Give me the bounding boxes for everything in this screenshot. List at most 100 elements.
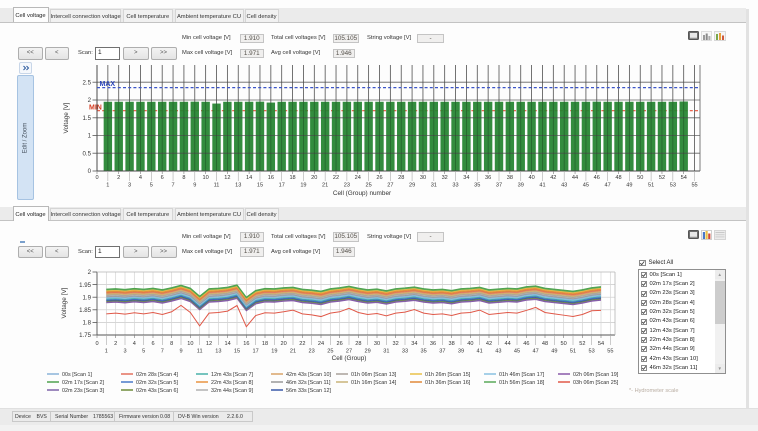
svg-text:1.9: 1.9 — [83, 294, 92, 301]
svg-text:38: 38 — [449, 341, 455, 347]
svg-text:55: 55 — [691, 183, 697, 189]
svg-text:2: 2 — [114, 341, 117, 347]
svg-text:40: 40 — [528, 175, 534, 181]
svg-text:27: 27 — [387, 183, 393, 189]
svg-text:1: 1 — [105, 349, 108, 355]
svg-text:22: 22 — [333, 175, 339, 181]
svg-text:31: 31 — [431, 183, 437, 189]
svg-text:49: 49 — [626, 183, 632, 189]
svg-text:9: 9 — [179, 349, 182, 355]
svg-text:34: 34 — [463, 175, 469, 181]
svg-text:20: 20 — [311, 175, 317, 181]
svg-text:1.95: 1.95 — [79, 282, 91, 289]
svg-text:31: 31 — [383, 349, 389, 355]
svg-text:46m 32s [Scan 11]: 46m 32s [Scan 11] — [286, 380, 331, 386]
svg-text:50: 50 — [637, 175, 643, 181]
svg-text:52: 52 — [579, 341, 585, 347]
svg-text:1.85: 1.85 — [79, 307, 91, 314]
svg-text:02m 32s [Scan 5]: 02m 32s [Scan 5] — [136, 380, 178, 386]
svg-text:2: 2 — [88, 97, 92, 104]
svg-text:39: 39 — [458, 349, 464, 355]
svg-text:45: 45 — [583, 183, 589, 189]
svg-text:28: 28 — [355, 341, 361, 347]
svg-text:48: 48 — [542, 341, 548, 347]
svg-text:32: 32 — [393, 341, 399, 347]
svg-text:21: 21 — [290, 349, 296, 355]
svg-text:16: 16 — [243, 341, 249, 347]
svg-text:54: 54 — [598, 341, 604, 347]
svg-text:1.5: 1.5 — [83, 115, 92, 122]
svg-text:30: 30 — [374, 341, 380, 347]
svg-text:MIN: MIN — [89, 104, 102, 111]
svg-text:23: 23 — [344, 183, 350, 189]
svg-text:33: 33 — [402, 349, 408, 355]
svg-text:14: 14 — [246, 175, 252, 181]
svg-text:2: 2 — [117, 175, 120, 181]
svg-text:42m 43s [Scan 10]: 42m 43s [Scan 10] — [286, 372, 331, 378]
svg-text:MAX: MAX — [100, 81, 116, 88]
svg-text:51: 51 — [648, 183, 654, 189]
svg-text:19: 19 — [271, 349, 277, 355]
svg-text:38: 38 — [507, 175, 513, 181]
svg-text:1.8: 1.8 — [83, 320, 92, 327]
svg-text:22m 43s [Scan 8]: 22m 43s [Scan 8] — [211, 380, 253, 386]
svg-text:02m 17s [Scan 2]: 02m 17s [Scan 2] — [62, 380, 104, 386]
svg-text:7: 7 — [171, 183, 174, 189]
svg-text:24: 24 — [318, 341, 324, 347]
svg-text:13: 13 — [235, 183, 241, 189]
svg-text:42: 42 — [550, 175, 556, 181]
svg-text:44: 44 — [572, 175, 578, 181]
svg-text:02m 43s [Scan 6]: 02m 43s [Scan 6] — [136, 388, 178, 394]
svg-text:52: 52 — [659, 175, 665, 181]
svg-text:28: 28 — [398, 175, 404, 181]
svg-text:44: 44 — [505, 341, 511, 347]
svg-text:56m 33s [Scan 12]: 56m 33s [Scan 12] — [286, 388, 331, 394]
svg-text:29: 29 — [409, 183, 415, 189]
svg-text:15: 15 — [257, 183, 263, 189]
svg-text:26: 26 — [337, 341, 343, 347]
svg-text:01h 06m [Scan 13]: 01h 06m [Scan 13] — [351, 372, 397, 378]
svg-text:48: 48 — [615, 175, 621, 181]
svg-text:32m 44s [Scan 9]: 32m 44s [Scan 9] — [211, 388, 253, 394]
svg-text:01h 36m [Scan 16]: 01h 36m [Scan 16] — [425, 380, 471, 386]
svg-text:35: 35 — [421, 349, 427, 355]
svg-text:11: 11 — [197, 349, 203, 355]
svg-text:01h 56m [Scan 18]: 01h 56m [Scan 18] — [499, 380, 545, 386]
svg-text:23: 23 — [309, 349, 315, 355]
svg-text:18: 18 — [289, 175, 295, 181]
svg-text:34: 34 — [411, 341, 417, 347]
svg-text:03h 06m [Scan 25]: 03h 06m [Scan 25] — [573, 380, 619, 386]
svg-text:0: 0 — [95, 341, 98, 347]
svg-text:02m 28s [Scan 4]: 02m 28s [Scan 4] — [136, 372, 178, 378]
svg-text:25: 25 — [366, 183, 372, 189]
svg-text:25: 25 — [327, 349, 333, 355]
svg-text:35: 35 — [474, 183, 480, 189]
svg-text:01h 26m [Scan 15]: 01h 26m [Scan 15] — [425, 372, 471, 378]
svg-text:01h 46m [Scan 17]: 01h 46m [Scan 17] — [499, 372, 545, 378]
svg-text:1.75: 1.75 — [79, 332, 91, 339]
svg-text:3: 3 — [123, 349, 126, 355]
svg-text:55: 55 — [607, 349, 613, 355]
svg-text:12m 43s [Scan 7]: 12m 43s [Scan 7] — [211, 372, 253, 378]
svg-text:30: 30 — [420, 175, 426, 181]
svg-text:32: 32 — [442, 175, 448, 181]
svg-text:41: 41 — [477, 349, 483, 355]
svg-text:26: 26 — [376, 175, 382, 181]
svg-text:8: 8 — [170, 341, 173, 347]
svg-text:0.5: 0.5 — [83, 150, 92, 157]
svg-text:1: 1 — [88, 133, 92, 140]
svg-text:46: 46 — [523, 341, 529, 347]
svg-text:17: 17 — [253, 349, 259, 355]
svg-text:27: 27 — [346, 349, 352, 355]
svg-text:2: 2 — [88, 269, 92, 276]
svg-text:Cell (Group): Cell (Group) — [332, 355, 367, 362]
svg-text:7: 7 — [161, 349, 164, 355]
svg-text:12: 12 — [206, 341, 212, 347]
svg-text:37: 37 — [496, 183, 502, 189]
svg-text:47: 47 — [605, 183, 611, 189]
svg-text:39: 39 — [518, 183, 524, 189]
svg-text:46: 46 — [594, 175, 600, 181]
svg-text:18: 18 — [262, 341, 268, 347]
svg-text:5: 5 — [142, 349, 145, 355]
svg-text:1: 1 — [106, 183, 109, 189]
